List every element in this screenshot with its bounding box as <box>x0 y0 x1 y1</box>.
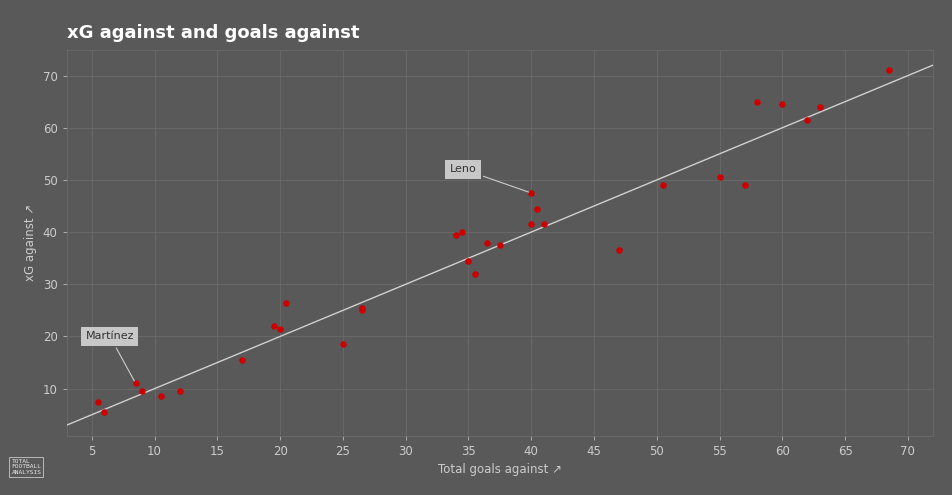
Point <box>882 66 897 74</box>
Point <box>480 239 495 247</box>
Point <box>737 181 752 189</box>
Point <box>712 173 727 181</box>
Point <box>272 325 288 333</box>
Point <box>800 116 815 124</box>
Point <box>354 304 369 312</box>
Text: Leno: Leno <box>449 164 528 192</box>
Point <box>524 220 539 228</box>
Text: xG against and goals against: xG against and goals against <box>67 24 359 43</box>
Point <box>611 247 626 254</box>
Point <box>235 356 250 364</box>
Point <box>354 306 369 314</box>
Point <box>454 228 469 236</box>
Point <box>448 231 464 239</box>
Point <box>524 189 539 197</box>
Text: TOTAL
FOOTBALL
ANALYSIS: TOTAL FOOTBALL ANALYSIS <box>11 458 42 475</box>
Text: Martínez: Martínez <box>86 331 134 381</box>
Point <box>153 393 169 400</box>
Point <box>172 387 188 395</box>
Point <box>461 257 476 265</box>
Point <box>134 387 149 395</box>
Point <box>492 241 507 249</box>
Point <box>90 397 106 405</box>
Point <box>467 270 483 278</box>
Point <box>536 220 551 228</box>
Point <box>267 322 282 330</box>
X-axis label: Total goals against ↗: Total goals against ↗ <box>438 463 562 476</box>
Point <box>812 103 827 111</box>
Point <box>335 341 350 348</box>
Point <box>129 380 144 388</box>
Point <box>775 100 790 108</box>
Point <box>749 98 764 105</box>
Point <box>655 181 670 189</box>
Point <box>97 408 112 416</box>
Point <box>279 298 294 306</box>
Y-axis label: xG against ↗: xG against ↗ <box>24 204 37 281</box>
Point <box>530 204 545 212</box>
